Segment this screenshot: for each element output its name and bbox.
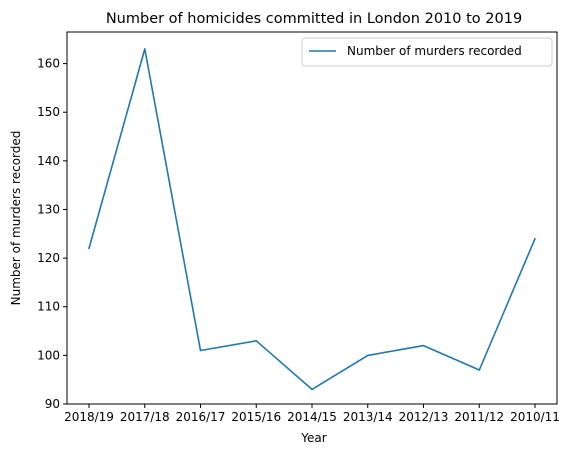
x-tick-label: 2013/14 [343, 410, 393, 424]
data-point [88, 247, 90, 250]
x-tick-label: 2011/12 [454, 410, 504, 424]
y-tick-label: 100 [37, 348, 60, 362]
x-tick-label: 2010/11 [510, 410, 560, 424]
x-tick-label: 2012/13 [399, 410, 449, 424]
x-axis: 2018/19 2017/18 2016/17 2015/16 2014/15 2013/… [64, 404, 560, 424]
y-axis: 90 100 110 120 130 140 150 160 [37, 57, 67, 411]
y-tick-label: 150 [37, 105, 60, 119]
y-axis-label: Number of murders recorded [9, 131, 23, 306]
y-tick-label: 140 [37, 154, 60, 168]
y-tick-label: 130 [37, 202, 60, 216]
legend: Number of murders recorded [301, 37, 553, 67]
chart-title: Number of homicides committed in London … [106, 11, 522, 27]
data-point [534, 237, 536, 240]
data-point [255, 339, 258, 342]
data-point [311, 388, 313, 391]
legend-box [301, 37, 553, 67]
x-tick-label: 2017/18 [120, 410, 170, 424]
y-tick-label: 160 [37, 57, 60, 71]
y-tick-label: 120 [37, 251, 60, 265]
plot-area [66, 31, 558, 405]
series-line [88, 48, 536, 391]
series-layer [88, 48, 536, 391]
y-tick-label: 110 [37, 300, 60, 314]
x-tick-label: 2018/19 [64, 410, 114, 424]
data-point [478, 369, 481, 371]
data-point [143, 48, 146, 50]
x-tick-label: 2015/16 [231, 410, 281, 424]
x-tick-label: 2016/17 [176, 410, 226, 424]
data-point [422, 344, 425, 347]
y-tick-label: 90 [45, 397, 60, 411]
x-axis-label: Year [300, 431, 326, 445]
data-point [366, 354, 369, 357]
legend-label: Number of murders recorded [347, 44, 522, 58]
data-point [199, 349, 202, 352]
x-tick-label: 2014/15 [287, 410, 337, 424]
